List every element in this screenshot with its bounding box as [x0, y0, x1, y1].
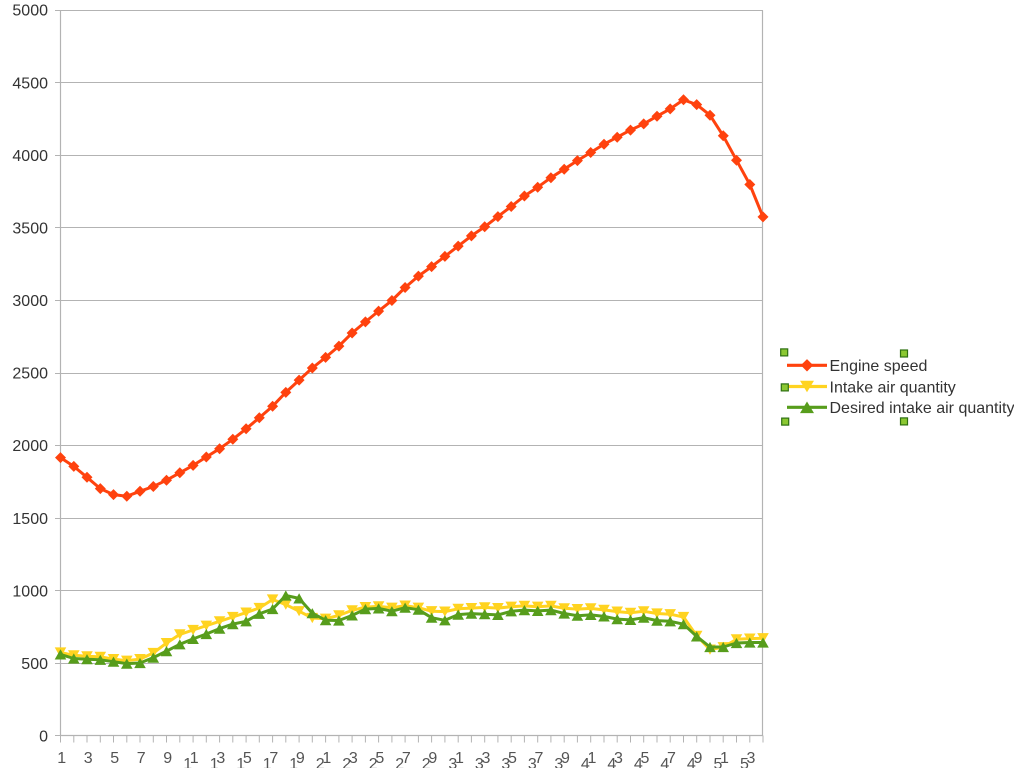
svg-text:2500: 2500 — [12, 366, 48, 383]
svg-text:7: 7 — [137, 750, 146, 767]
svg-text:9: 9 — [693, 750, 702, 767]
svg-text:3000: 3000 — [12, 293, 48, 310]
svg-text:9: 9 — [163, 750, 172, 767]
svg-text:5: 5 — [740, 756, 749, 768]
svg-text:1000: 1000 — [12, 583, 48, 600]
svg-text:7: 7 — [534, 750, 543, 767]
svg-text:3: 3 — [475, 756, 484, 768]
svg-text:3: 3 — [349, 750, 358, 767]
svg-text:5000: 5000 — [12, 3, 48, 20]
svg-text:3500: 3500 — [12, 220, 48, 237]
svg-text:1: 1 — [322, 750, 331, 767]
svg-text:9: 9 — [428, 750, 437, 767]
svg-text:Engine speed: Engine speed — [830, 358, 928, 375]
svg-text:1: 1 — [263, 756, 272, 768]
svg-text:4000: 4000 — [12, 148, 48, 165]
svg-text:500: 500 — [21, 656, 48, 673]
svg-text:1: 1 — [190, 750, 199, 767]
svg-text:4: 4 — [607, 756, 616, 768]
svg-text:5: 5 — [713, 756, 722, 768]
svg-text:5: 5 — [640, 750, 649, 767]
svg-text:9: 9 — [561, 750, 570, 767]
svg-text:2: 2 — [369, 756, 378, 768]
svg-text:1: 1 — [455, 750, 464, 767]
svg-text:1: 1 — [289, 756, 298, 768]
svg-text:4: 4 — [581, 756, 590, 768]
svg-text:2: 2 — [342, 756, 351, 768]
svg-text:4500: 4500 — [12, 75, 48, 92]
svg-text:0: 0 — [39, 729, 48, 746]
svg-text:7: 7 — [667, 750, 676, 767]
svg-text:3: 3 — [448, 756, 457, 768]
svg-text:Intake air quantity: Intake air quantity — [830, 379, 956, 396]
svg-text:1: 1 — [210, 756, 219, 768]
svg-text:2: 2 — [422, 756, 431, 768]
svg-text:7: 7 — [402, 750, 411, 767]
svg-text:4: 4 — [634, 756, 643, 768]
svg-text:3: 3 — [614, 750, 623, 767]
svg-text:5: 5 — [110, 750, 119, 767]
svg-text:2: 2 — [395, 756, 404, 768]
svg-text:9: 9 — [296, 750, 305, 767]
svg-text:3: 3 — [747, 750, 756, 767]
svg-text:5: 5 — [508, 750, 517, 767]
svg-text:3: 3 — [481, 750, 490, 767]
svg-text:1: 1 — [57, 750, 66, 767]
svg-text:Desired intake air quantity: Desired intake air quantity — [830, 400, 1014, 417]
svg-text:4: 4 — [660, 756, 669, 768]
svg-text:5: 5 — [375, 750, 384, 767]
svg-text:1500: 1500 — [12, 511, 48, 528]
svg-text:5: 5 — [243, 750, 252, 767]
svg-text:1: 1 — [236, 756, 245, 768]
svg-text:4: 4 — [687, 756, 696, 768]
svg-text:1: 1 — [183, 756, 192, 768]
svg-text:1: 1 — [587, 750, 596, 767]
svg-text:2: 2 — [316, 756, 325, 768]
svg-text:2000: 2000 — [12, 438, 48, 455]
svg-text:1: 1 — [720, 750, 729, 767]
svg-text:7: 7 — [269, 750, 278, 767]
svg-text:3: 3 — [501, 756, 510, 768]
svg-text:3: 3 — [528, 756, 537, 768]
svg-text:3: 3 — [216, 750, 225, 767]
svg-text:3: 3 — [84, 750, 93, 767]
svg-text:3: 3 — [554, 756, 563, 768]
